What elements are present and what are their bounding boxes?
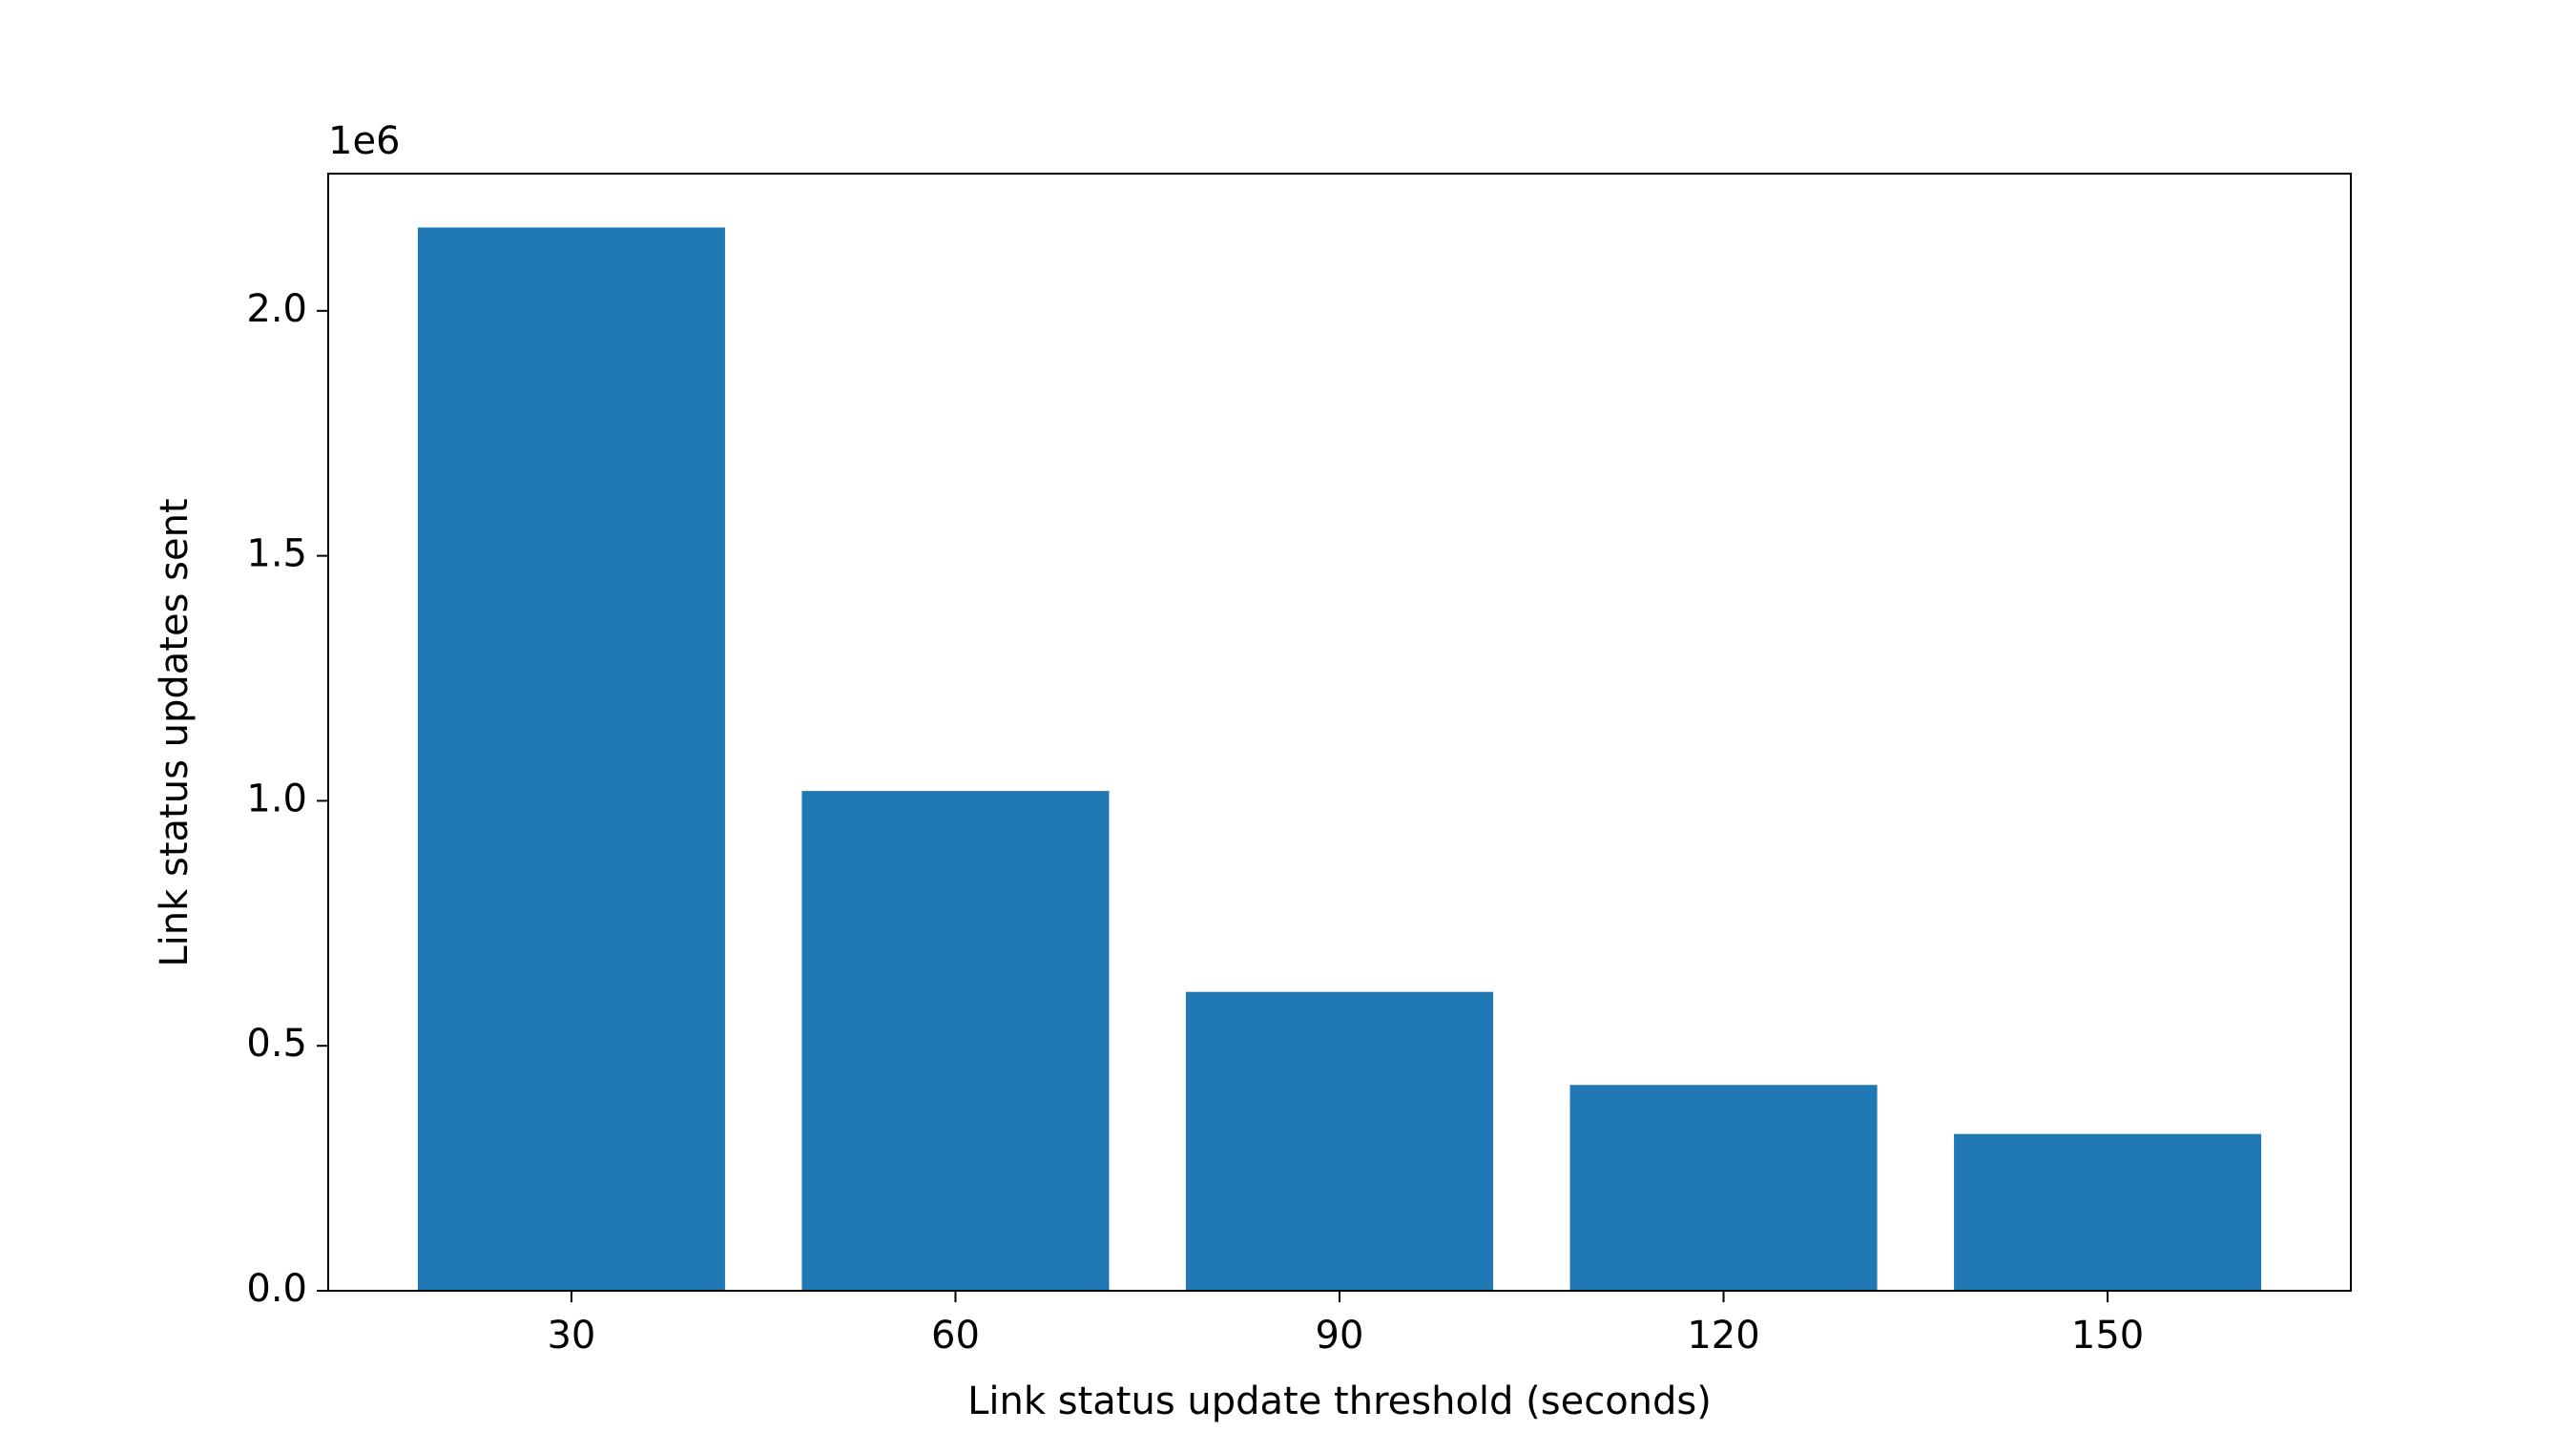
x-tick-label: 150 [2071, 1314, 2144, 1358]
y-offset-label: 1e6 [328, 119, 401, 163]
y-tick-label: 1.5 [246, 532, 307, 576]
x-axis-label: Link status update threshold (seconds) [967, 1379, 1712, 1423]
bar [1569, 1085, 1878, 1291]
y-tick-label: 2.0 [246, 287, 307, 331]
y-axis-label: Link status updates sent [153, 498, 197, 966]
bar [801, 791, 1110, 1291]
x-tick-label: 30 [547, 1314, 595, 1358]
y-tick-label: 1.0 [246, 777, 307, 820]
bar [1185, 991, 1494, 1291]
plot-frame [327, 173, 2352, 1292]
y-tick-label: 0.5 [246, 1022, 307, 1066]
bar [417, 227, 725, 1292]
bar [1954, 1133, 2262, 1291]
x-tick-label: 90 [1316, 1314, 1364, 1358]
x-tick-label: 120 [1687, 1314, 1759, 1358]
y-tick-label: 0.0 [246, 1267, 307, 1311]
x-tick-label: 60 [931, 1314, 980, 1358]
